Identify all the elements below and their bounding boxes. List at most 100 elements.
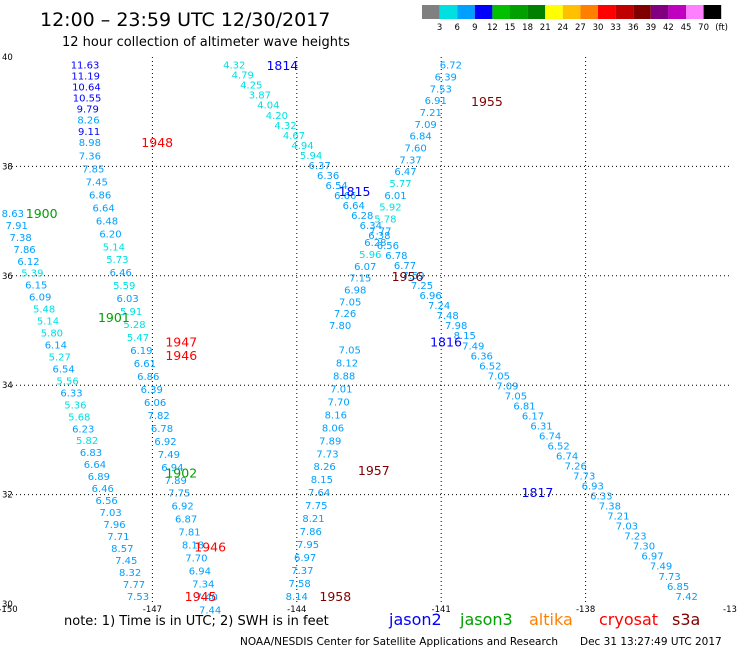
swh-value-label: 6.46 (110, 268, 132, 279)
swh-value-label: 7.45 (115, 556, 137, 567)
swh-value-label: 5.77 (389, 179, 411, 190)
colorbar-swatch (580, 5, 598, 19)
axis-ticks: -150 -147 -144 -141 -138 -13 30 32 34 36 38 40 (0, 53, 737, 615)
colorbar-label: 15 (505, 23, 516, 33)
swh-value-label: 5.96 (359, 250, 381, 261)
swh-value-label: 7.25 (411, 281, 433, 292)
swh-value-label: 7.21 (420, 108, 442, 119)
chart-subtitle: 12 hour collection of altimeter wave hei… (62, 35, 350, 50)
swh-value-label: 5.36 (64, 400, 86, 411)
swh-value-label: 7.03 (616, 522, 638, 533)
swh-value-label: 7.77 (369, 226, 391, 237)
swh-value-label: 7.82 (147, 411, 169, 422)
swh-value-label: 7.71 (107, 532, 129, 543)
swh-value-label: 6.14 (45, 341, 67, 352)
swh-value-label: 7.98 (445, 321, 467, 332)
swh-value-label: 6.85 (667, 582, 689, 593)
swh-value-label: 6.33 (60, 388, 82, 399)
swh-value-label: 6.54 (53, 364, 75, 375)
swh-value-label: 6.15 (25, 281, 47, 292)
x-tick-label: -138 (576, 605, 595, 615)
swh-value-label: 6.56 (96, 496, 118, 507)
swh-value-label: 7.89 (165, 476, 187, 487)
colorbar-label: 42 (663, 23, 674, 33)
swh-value-label: 6.83 (80, 448, 102, 459)
grid-lines (8, 57, 730, 604)
colorbar-label: 70 (698, 23, 709, 33)
swh-value-label: 5.92 (379, 203, 401, 214)
swh-value-label: 7.21 (607, 512, 629, 523)
swh-value-label: 6.81 (513, 401, 535, 412)
chart-title: 12:00 – 23:59 UTC 12/30/2017 (40, 9, 330, 31)
swh-value-label: 4.04 (257, 101, 279, 112)
x-tick-label: -150 (0, 605, 18, 615)
y-tick-label: 40 (2, 53, 13, 63)
swh-value-label: 7.73 (658, 572, 680, 583)
colorbar-swatch (633, 5, 651, 19)
swh-value-label: 6.48 (96, 216, 118, 227)
swh-value-label: 5.91 (120, 307, 142, 318)
swh-value-label: 7.05 (505, 391, 527, 402)
swh-value-label: 7.49 (158, 450, 180, 461)
swh-value-label: 7.23 (624, 532, 646, 543)
swh-value-label: 6.12 (17, 257, 39, 268)
swh-value-label: 7.40 (196, 592, 218, 603)
swh-value-label: 6.61 (134, 359, 156, 370)
swh-value-label: 7.89 (319, 436, 341, 447)
swh-value-label: 8.15 (454, 331, 476, 342)
swh-value-label: 7.49 (462, 341, 484, 352)
swh-value-label: 8.18 (182, 541, 204, 552)
swh-value-label: 4.32 (223, 61, 245, 72)
swh-value-label: 7.91 (6, 221, 28, 232)
colorbar-label: 45 (681, 23, 692, 33)
swh-value-label: 4.32 (274, 121, 296, 132)
swh-value-label: 5.82 (76, 436, 98, 447)
swh-value-label: 7.81 (178, 528, 200, 539)
colorbar-label: 39 (645, 23, 656, 33)
swh-value-label: 7.49 (650, 562, 672, 573)
swh-value-label: 7.80 (329, 321, 351, 332)
colorbar-label: 30 (593, 23, 604, 33)
swh-value-label: 8.63 (2, 209, 24, 220)
swh-value-label: 4.20 (266, 111, 288, 122)
y-tick-label: 38 (2, 162, 13, 172)
swh-value-label: 6.06 (144, 398, 166, 409)
swh-value-label: 7.01 (330, 385, 352, 396)
colorbar-swatch (615, 5, 634, 19)
swh-value-label: 6.39 (435, 72, 457, 83)
swh-value-label: 7.38 (10, 233, 32, 244)
swh-value-label: 5.78 (374, 215, 396, 226)
swh-value-label: 5.28 (123, 320, 145, 331)
swh-value-label: 6.92 (172, 502, 194, 513)
swh-value-label: 7.24 (428, 301, 450, 312)
swh-value-label: 4.94 (291, 141, 313, 152)
swh-value-label: 7.03 (99, 508, 121, 519)
swh-value-label: 8.12 (336, 359, 358, 370)
colorbar-swatch (650, 5, 669, 19)
note-text: note: 1) Time is in UTC; 2) SWH is in fe… (64, 614, 329, 629)
pass-time-label: 1900 (26, 206, 58, 221)
swh-value-label: 6.86 (89, 190, 111, 201)
timestamp-text: Dec 31 13:27:49 UTC 2017 (580, 636, 722, 648)
swh-value-label: 7.73 (316, 449, 338, 460)
colorbar-swatch (703, 5, 722, 19)
swh-value-label: 9.79 (77, 105, 99, 116)
swh-value-label: 7.53 (430, 84, 452, 95)
swh-value-label: 6.34 (360, 221, 382, 232)
pass-time-label: 1946 (165, 348, 197, 363)
swh-value-label: 7.73 (573, 472, 595, 483)
x-tick-label: -141 (432, 605, 451, 615)
swh-value-label: 5.80 (41, 329, 63, 340)
swh-value-label: 7.05 (339, 346, 361, 357)
swh-value-label: 8.32 (119, 568, 141, 579)
swh-value-label: 5.56 (56, 376, 78, 387)
colorbar-swatch (545, 5, 563, 19)
swh-value-label: 6.07 (354, 262, 376, 273)
colorbar-swatch (686, 5, 704, 19)
colorbar-swatch (457, 5, 475, 19)
swh-value-label: 6.66 (334, 191, 356, 202)
swh-value-label: 6.64 (343, 201, 365, 212)
swh-value-label: 7.86 (13, 245, 35, 256)
colorbar-swatch (422, 5, 440, 19)
